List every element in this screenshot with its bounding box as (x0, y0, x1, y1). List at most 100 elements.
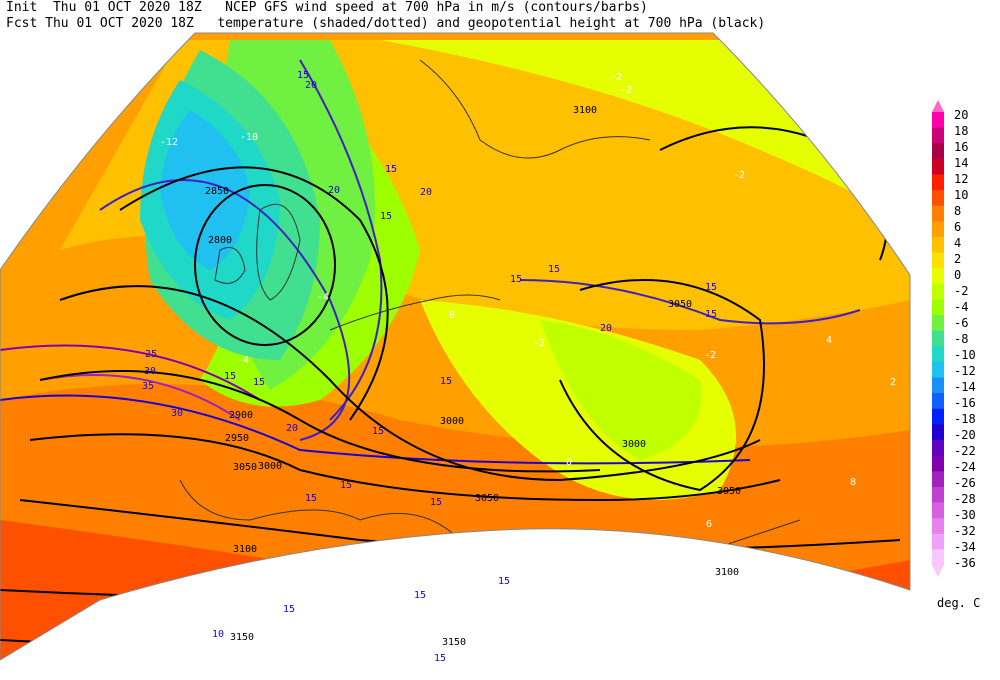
wind-speed-label: 15 (283, 604, 295, 615)
wind-speed-label: 15 (372, 426, 384, 437)
temperature-label: -12 (160, 137, 178, 148)
temperature-label: 6 (706, 519, 712, 530)
colorbar-swatch (932, 190, 944, 207)
colorbar-swatch (932, 471, 944, 488)
colorbar-swatch (932, 127, 944, 144)
temperature-label: -2 (704, 350, 716, 361)
wind-speed-label: 20 (286, 423, 298, 434)
colorbar-tick-label: -16 (954, 396, 976, 410)
wind-speed-label: 20 (600, 323, 612, 334)
geopotential-label: 3100 (233, 544, 257, 555)
colorbar-swatch (932, 315, 944, 332)
colorbar-arrow-top (932, 100, 944, 112)
wind-speed-label: 15 (297, 70, 309, 81)
wind-speed-label: 20 (420, 187, 432, 198)
wind-speed-label: 15 (224, 371, 236, 382)
temperature-label: -4 (317, 292, 329, 303)
geopotential-label: 2850 (205, 186, 229, 197)
wind-speed-label: 25 (145, 349, 157, 360)
geopotential-label: 3150 (442, 637, 466, 648)
geopotential-label: 3050 (233, 462, 257, 473)
colorbar-swatch (932, 330, 944, 347)
temperature-labels: -10 -12 -2 -2 -2 -4 -2 0 -2 0 2 4 6 8 -4 (160, 72, 896, 530)
colorbar-tick-label: -30 (954, 508, 976, 522)
colorbar-tick-label: 18 (954, 124, 969, 138)
colorbar-tick-label: 12 (954, 172, 969, 186)
wind-speed-label: 15 (385, 164, 397, 175)
wind-speed-label: 15 (498, 576, 510, 587)
colorbar-swatch (932, 252, 944, 269)
colorbar-swatch (932, 346, 944, 363)
geopotential-label: 3150 (230, 632, 254, 643)
geopotential-label: 3100 (573, 105, 597, 116)
geopotential-label: 3050 (717, 486, 741, 497)
wind-speed-label: 15 (440, 376, 452, 387)
geopotential-label: 3000 (258, 461, 282, 472)
colorbar-tick-label: -20 (954, 428, 976, 442)
temperature-label: -2 (533, 338, 545, 349)
wind-speed-label: 15 (705, 309, 717, 320)
colorbar-swatch (932, 393, 944, 410)
colorbar-tick-label: -10 (954, 348, 976, 362)
colorbar-unit: deg. C (937, 596, 981, 610)
colorbar-swatch (932, 549, 944, 566)
colorbar-swatch (932, 268, 944, 285)
geopotential-label: 3000 (440, 416, 464, 427)
wind-speed-label: 15 (340, 480, 352, 491)
temperature-label: -2 (610, 72, 622, 83)
colorbar-tick-label: 10 (954, 188, 969, 202)
colorbar-swatch (932, 143, 944, 160)
colorbar-tick-label: 6 (954, 220, 962, 234)
wind-speed-label: 15 (548, 264, 560, 275)
colorbar-tick-label: 20 (954, 108, 969, 122)
colorbar-swatch (932, 158, 944, 175)
temperature-label: 0 (449, 310, 455, 321)
temperature-label: -4 (237, 355, 249, 366)
geopotential-labels: 2850280031003050290029503000305031003000… (205, 105, 741, 648)
colorbar-tick-label: -12 (954, 364, 976, 378)
wind-speed-label: 15 (510, 274, 522, 285)
wind-speed-label: 30 (171, 408, 183, 419)
colorbar-swatch (932, 361, 944, 379)
colorbar-swatch (932, 174, 944, 191)
wind-speed-label: 30 (144, 366, 156, 377)
wind-speed-label: 15 (380, 211, 392, 222)
colorbar-tick-label: -22 (954, 444, 976, 458)
wind-labels: 1520152015201515152015253035301515151515… (142, 70, 717, 664)
colorbar-tick-label: 4 (954, 236, 962, 250)
wind-speed-label: 35 (142, 381, 154, 392)
colorbar-tick-label: -34 (954, 540, 976, 554)
colorbar-swatch (932, 377, 944, 394)
colorbar-swatch (932, 533, 944, 550)
wind-speed-label: 15 (305, 493, 317, 504)
colorbar-swatch (932, 455, 944, 472)
colorbar-swatch (932, 299, 944, 316)
geopotential-label: 2950 (225, 433, 249, 444)
colorbar-swatch (932, 440, 944, 457)
colorbar-swatch (932, 283, 944, 300)
wind-speed-label: 20 (305, 80, 317, 91)
colorbar-tick-label: -2 (954, 284, 969, 298)
geopotential-label: 3050 (475, 493, 499, 504)
colorbar-tick-label: 0 (954, 268, 962, 282)
colorbar-arrow-bottom (932, 565, 944, 577)
temperature-label: 0 (566, 457, 572, 468)
colorbar-swatch (932, 424, 944, 441)
colorbar-swatch (932, 486, 944, 504)
colorbar-swatch (932, 408, 944, 425)
colorbar-swatch (932, 518, 944, 535)
wind-speed-label: 10 (212, 629, 224, 640)
colorbar-tick-label: -18 (954, 412, 976, 426)
temperature-label: -10 (240, 132, 258, 143)
colorbar-swatch (932, 502, 944, 519)
colorbar-tick-label: 2 (954, 252, 962, 266)
wind-speed-label: 15 (414, 590, 426, 601)
colorbar-tick-label: -24 (954, 460, 976, 474)
wind-speed-label: 15 (705, 282, 717, 293)
temperature-label: -2 (733, 170, 745, 181)
wind-speed-label: 20 (328, 185, 340, 196)
colorbar-swatch (932, 205, 944, 222)
temperature-label: 8 (850, 477, 856, 488)
colorbar-swatch (932, 236, 944, 254)
